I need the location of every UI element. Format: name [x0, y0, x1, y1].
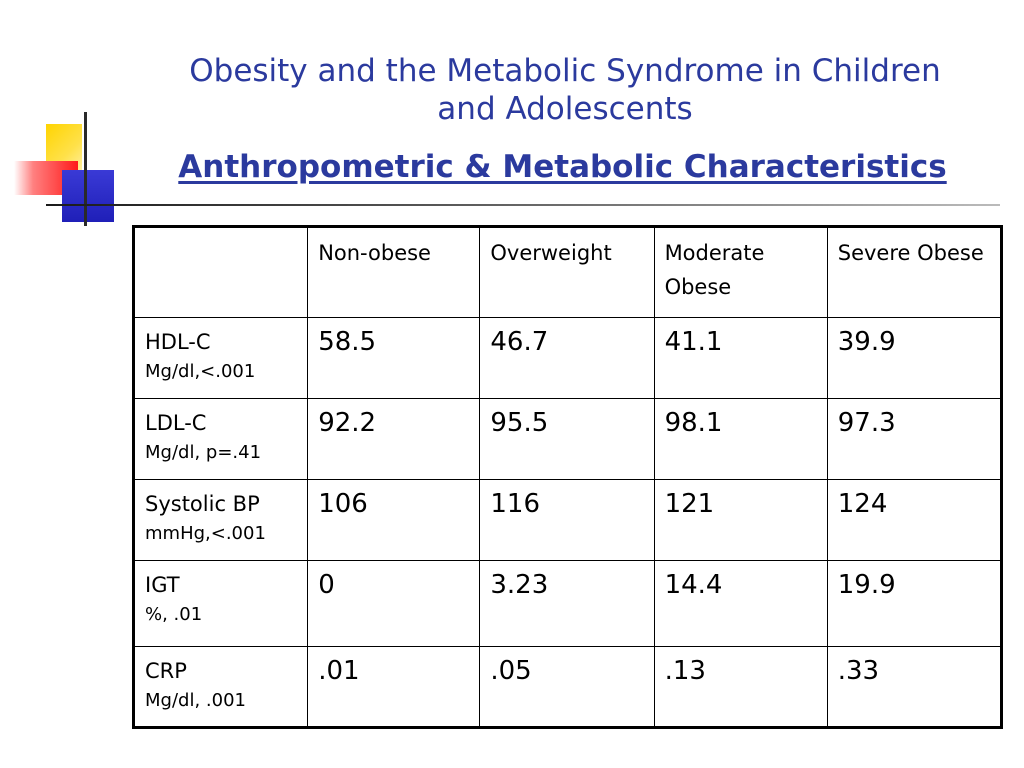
table-row: IGT %, .01 0 3.23 14.4 19.9: [132, 560, 1003, 647]
table-cell: 46.7: [479, 317, 655, 399]
column-header-severe-obese: Severe Obese: [826, 226, 1003, 318]
table-cell: 39.9: [826, 317, 1003, 399]
column-header-moderate-obese: Moderate Obese: [653, 226, 828, 318]
row-unit: Mg/dl, p=.41: [145, 442, 262, 463]
slide-title-line-2: and Adolescents: [437, 91, 693, 127]
table-cell: 58.5: [307, 317, 481, 399]
table-cell: 41.1: [653, 317, 828, 399]
row-unit: Mg/dl,<.001: [145, 361, 256, 382]
table-header-row: Non-obese Overweight Moderate Obese Seve…: [132, 226, 1003, 318]
table-row: Systolic BP mmHg,<.001 106 116 121 124: [132, 479, 1003, 561]
row-label: HDL-C: [145, 330, 211, 354]
table-cell: 92.2: [307, 398, 481, 480]
characteristics-table: Non-obese Overweight Moderate Obese Seve…: [132, 225, 1003, 729]
table-cell: 97.3: [826, 398, 1003, 480]
decorative-horizontal-rule: [46, 204, 1000, 206]
slide-title: Obesity and the Metabolic Syndrome in Ch…: [130, 52, 1000, 128]
slide-title-line-1: Obesity and the Metabolic Syndrome in Ch…: [189, 53, 941, 89]
table-row: CRP Mg/dl, .001 .01 .05 .13 .33: [132, 646, 1003, 728]
row-header: IGT %, .01: [132, 560, 309, 647]
row-label: CRP: [145, 659, 187, 683]
row-unit: %, .01: [145, 604, 203, 625]
slide-subtitle: Anthropometric & Metabolic Characteristi…: [178, 149, 947, 185]
column-header-non-obese: Non-obese: [307, 226, 481, 318]
table-cell: .13: [653, 646, 828, 728]
table-cell: 3.23: [479, 560, 655, 647]
row-label: Systolic BP: [145, 492, 260, 516]
decorative-vertical-line: [84, 112, 87, 226]
table-cell: 116: [479, 479, 655, 561]
table-cell: .05: [479, 646, 655, 728]
row-header: HDL-C Mg/dl,<.001: [132, 317, 309, 399]
table-cell: 98.1: [653, 398, 828, 480]
row-header: CRP Mg/dl, .001: [132, 646, 309, 728]
row-unit: Mg/dl, .001: [145, 690, 246, 711]
table-cell: 95.5: [479, 398, 655, 480]
decorative-blue-square: [62, 170, 114, 222]
table-cell: 106: [307, 479, 481, 561]
row-unit: mmHg,<.001: [145, 523, 266, 544]
table-row: HDL-C Mg/dl,<.001 58.5 46.7 41.1 39.9: [132, 317, 1003, 399]
table-cell: 19.9: [826, 560, 1003, 647]
table-cell: .33: [826, 646, 1003, 728]
table-cell: 124: [826, 479, 1003, 561]
table-cell: 14.4: [653, 560, 828, 647]
row-label: IGT: [145, 573, 180, 597]
row-header: LDL-C Mg/dl, p=.41: [132, 398, 309, 480]
column-header-overweight: Overweight: [479, 226, 655, 318]
row-header: Systolic BP mmHg,<.001: [132, 479, 309, 561]
row-label: LDL-C: [145, 411, 207, 435]
table-cell: 121: [653, 479, 828, 561]
table-cell: 0: [307, 560, 481, 647]
table-cell: .01: [307, 646, 481, 728]
table-row: LDL-C Mg/dl, p=.41 92.2 95.5 98.1 97.3: [132, 398, 1003, 480]
column-header-empty: [132, 226, 309, 318]
